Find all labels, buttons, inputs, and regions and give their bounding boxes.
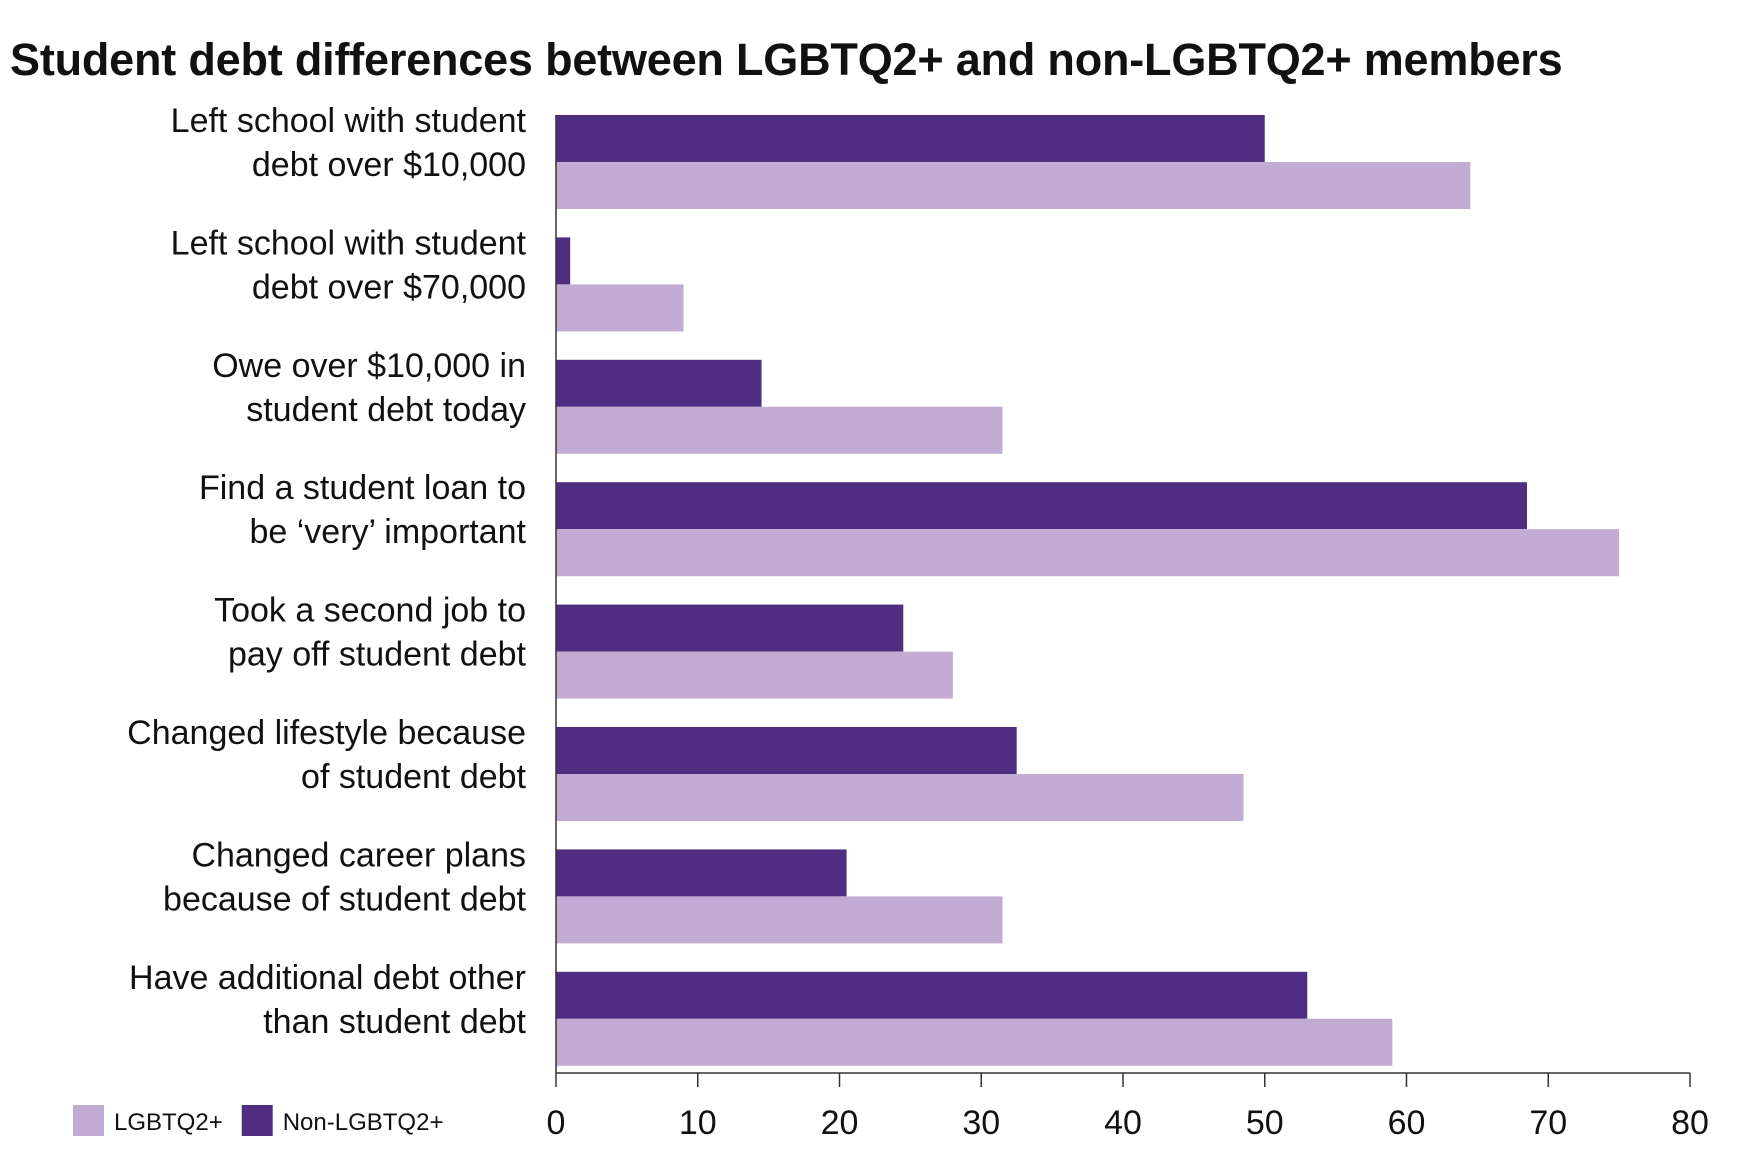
bar-non-lgbtq2--0	[556, 115, 1265, 162]
bar-lgbtq2--2	[556, 406, 1003, 454]
chart-title: Student debt differences between LGBTQ2+…	[10, 34, 1563, 85]
x-tick-label: 60	[1388, 1104, 1426, 1142]
x-tick-label: 50	[1246, 1104, 1284, 1142]
category-label-line: Changed lifestyle because	[127, 714, 526, 752]
category-label-4: Took a second job to pay off student debt	[214, 592, 526, 674]
bar-lgbtq2--7	[556, 1018, 1393, 1066]
category-label-line: Owe over $10,000 in	[212, 347, 526, 385]
bars-group	[556, 115, 1620, 1066]
legend: LGBTQ2+ Non-LGBTQ2+	[73, 1105, 443, 1136]
bar-non-lgbtq2--6	[556, 849, 847, 897]
category-label-5: Changed lifestyle because of student debt	[127, 714, 526, 796]
category-label-0: Left school with student debt over $10,00…	[171, 102, 527, 184]
category-label-line: pay off student debt	[228, 636, 527, 674]
category-label-line: of student debt	[301, 758, 527, 796]
category-label-6: Changed career plans because of student d…	[163, 836, 526, 918]
legend-label-1: Non-LGBTQ2+	[283, 1109, 444, 1136]
category-label-line: Left school with student	[171, 224, 527, 262]
bar-non-lgbtq2--2	[556, 359, 762, 407]
bar-lgbtq2--0	[556, 162, 1471, 209]
category-label-line: than student debt	[263, 1003, 526, 1041]
x-tick-label: 40	[1104, 1104, 1142, 1142]
category-label-line: student debt today	[246, 391, 526, 429]
category-label-7: Have additional debt other than student d…	[129, 959, 526, 1041]
bar-lgbtq2--1	[556, 284, 684, 332]
category-label-line: debt over $70,000	[252, 268, 526, 306]
bar-non-lgbtq2--5	[556, 727, 1017, 774]
category-labels: Left school with student debt over $10,00…	[127, 102, 526, 1041]
x-tick-label: 20	[821, 1104, 859, 1142]
bar-non-lgbtq2--4	[556, 604, 904, 652]
legend-swatch-1	[241, 1105, 273, 1136]
category-label-line: Left school with student	[171, 102, 527, 140]
bar-lgbtq2--6	[556, 896, 1003, 944]
bar-non-lgbtq2--7	[556, 971, 1308, 1019]
bar-lgbtq2--4	[556, 651, 953, 699]
category-label-line: debt over $10,000	[252, 146, 526, 184]
category-label-1: Left school with student debt over $70,00…	[171, 224, 527, 306]
category-label-2: Owe over $10,000 in student debt today	[212, 347, 526, 429]
bar-lgbtq2--3	[556, 529, 1620, 577]
x-tick-label: 30	[962, 1104, 1000, 1142]
category-label-line: be ‘very’ important	[249, 513, 526, 551]
category-label-3: Find a student loan to be ‘very’ importan…	[199, 469, 527, 551]
category-label-line: because of student debt	[163, 880, 526, 918]
legend-label-0: LGBTQ2+	[114, 1109, 223, 1136]
x-tick-label: 10	[679, 1104, 717, 1142]
x-tick-label: 80	[1671, 1104, 1709, 1142]
x-tick-label: 0	[547, 1104, 566, 1142]
category-label-line: Find a student loan to	[199, 469, 526, 507]
category-label-line: Have additional debt other	[129, 959, 526, 997]
bar-lgbtq2--5	[556, 774, 1244, 821]
axes: 0 10 20 30 40 50 60 70 80	[547, 115, 1709, 1142]
category-label-line: Took a second job to	[214, 592, 526, 630]
bar-non-lgbtq2--3	[556, 482, 1527, 530]
x-tick-label: 70	[1529, 1104, 1567, 1142]
bar-non-lgbtq2--1	[556, 237, 571, 285]
category-label-line: Changed career plans	[191, 836, 526, 874]
legend-swatch-0	[73, 1105, 104, 1136]
